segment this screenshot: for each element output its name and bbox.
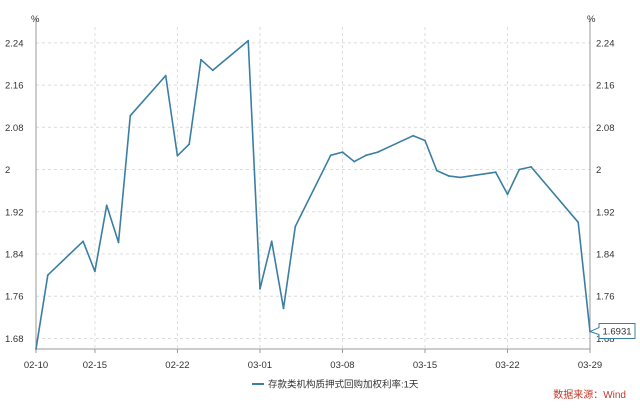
data-point [435,169,438,172]
x-tick-label: 03-22 [495,360,519,371]
y-tick-label-left: 2.16 [5,81,24,92]
data-point [117,241,120,244]
y-tick-label-right: 2 [596,165,601,176]
source-label: 数据来源：Wind [553,388,626,401]
data-point [376,151,379,154]
data-point [105,204,108,207]
data-point [200,58,202,61]
data-point [35,348,37,350]
data-point [129,114,132,117]
data-point [259,287,261,290]
y-axis-unit-right: % [587,14,596,25]
data-point [282,307,285,310]
data-point [211,69,214,72]
x-tick-label: 03-15 [413,360,437,371]
y-tick-label-right: 2.16 [596,81,615,92]
x-tick-label: 02-10 [24,360,48,371]
data-point [294,225,297,228]
x-tick-label: 02-22 [165,360,189,371]
data-point [518,168,521,171]
grid [35,27,591,349]
data-point [577,221,580,224]
data-point [424,139,426,142]
data-point [176,154,179,157]
y-tick-label-left: 1.68 [5,334,24,345]
x-tick-label: 03-29 [578,360,602,371]
x-tick-label: 03-08 [330,360,354,371]
y-tick-label-right: 1.76 [596,292,615,303]
labels: 1.6931 [588,323,636,340]
y-tick-label-left: 2 [5,165,10,176]
data-point [164,74,167,77]
data-point [341,151,344,154]
y-tick-label-left: 1.92 [5,207,24,218]
data-point [530,166,532,168]
y-tick-label-right: 2.08 [596,123,615,134]
value-callout-box [588,323,636,340]
data-point [46,274,49,276]
data-point [365,154,367,157]
data-point [94,270,96,273]
y-tick-label-left: 1.76 [5,292,24,303]
y-tick-label-right: 1.84 [596,249,615,260]
y-axis-unit-left: % [31,14,40,25]
data-point [270,240,273,243]
data-point [329,154,332,157]
y-tick-label-right: 1.68 [596,334,615,345]
y-tick-label-left: 2.08 [5,123,24,134]
data-point [506,193,509,196]
y-tick-label-left: 1.84 [5,249,24,260]
series [35,39,591,350]
data-point [353,160,356,163]
data-point [412,134,415,137]
y-tick-label-right: 2.24 [596,38,615,49]
data-point [459,176,462,179]
data-point [247,39,250,42]
x-tick-label: 03-01 [248,360,272,371]
data-point [188,143,191,146]
y-tick-label-left: 2.24 [5,38,24,49]
value-callout-label: 1.6931 [602,327,631,338]
data-point [447,175,450,177]
data-point [494,171,497,174]
y-tick-label-right: 1.92 [596,207,615,218]
data-point [82,240,84,243]
x-tick-label: 02-15 [83,360,107,371]
legend-label: 存款类机构质押式回购加权利率:1天 [268,379,419,391]
axes: 1.68 1.68 1.76 1.76 1.84 1.84 1.92 1.92 2 2 2.08 2.… [5,14,615,371]
